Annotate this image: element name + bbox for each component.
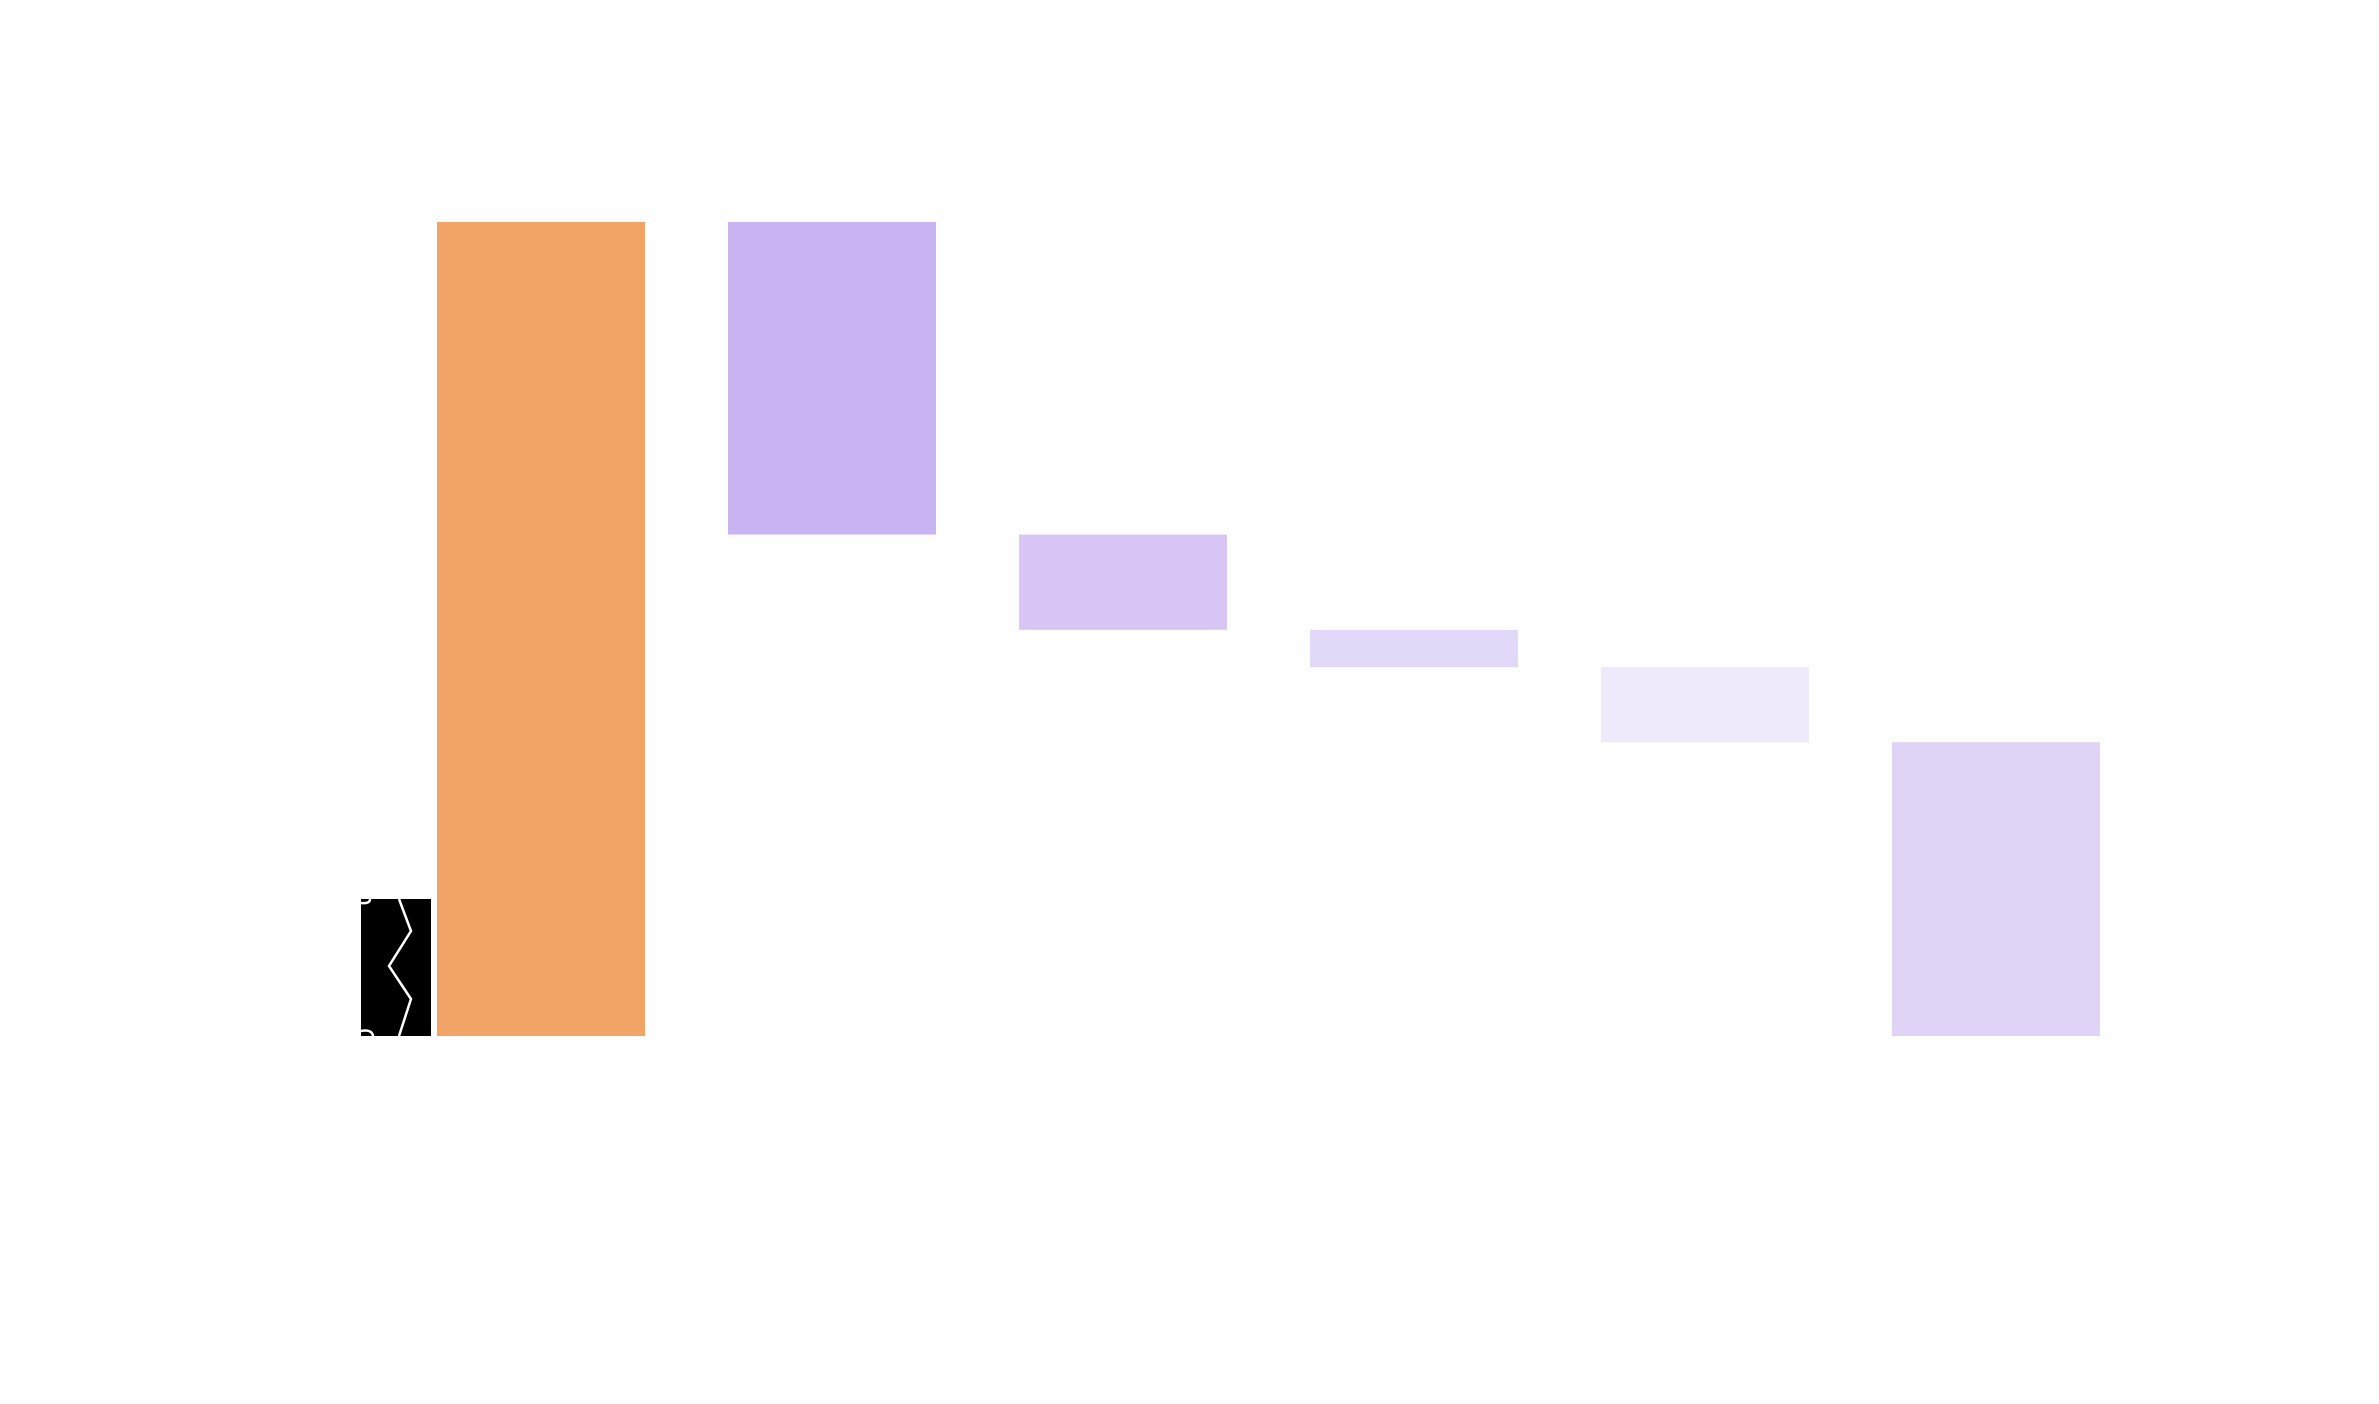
axis-break-marker bbox=[360, 898, 431, 1037]
waterfall-bar-4-decrease bbox=[1310, 629, 1518, 668]
waterfall-bar-2-decrease bbox=[728, 222, 936, 535]
bars-group bbox=[437, 222, 2100, 1036]
waterfall-bar-1-total bbox=[437, 222, 645, 1036]
waterfall-bar-5-decrease bbox=[1601, 667, 1809, 743]
waterfall-bar-6-total bbox=[1892, 742, 2100, 1036]
waterfall-bar-3-decrease bbox=[1019, 534, 1227, 630]
